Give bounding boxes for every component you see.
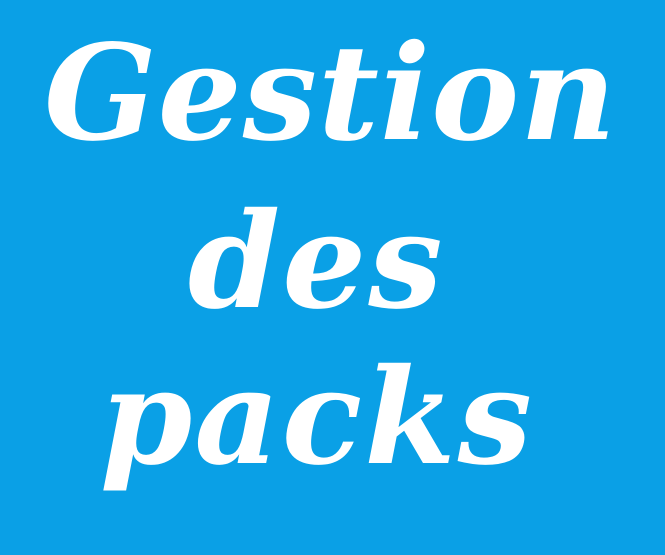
title-line-1: Gestion xyxy=(44,16,618,171)
title-line-2: des xyxy=(188,184,445,339)
title-line-3: packs xyxy=(100,340,534,495)
